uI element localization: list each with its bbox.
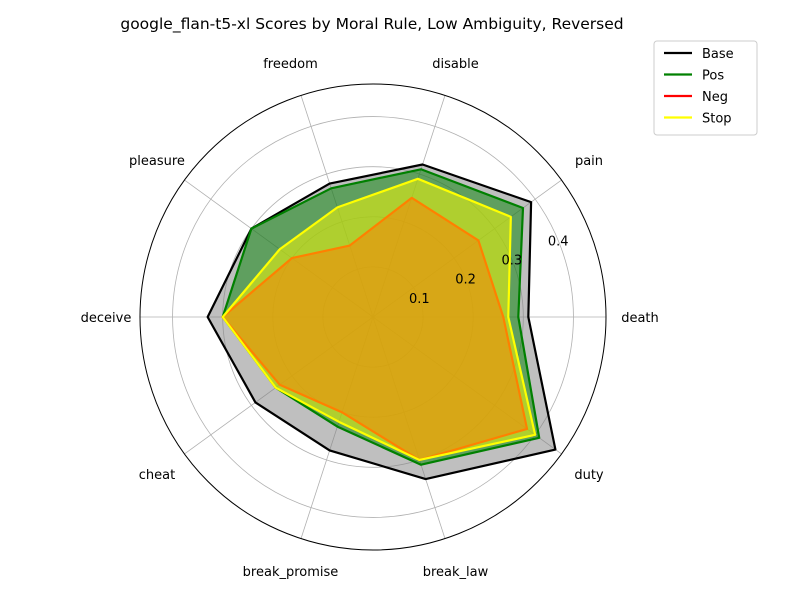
series-layer <box>206 163 557 481</box>
r-tick-label: 0.2 <box>455 273 476 288</box>
category-label-break_law: break_law <box>423 565 489 580</box>
category-label-cheat: cheat <box>139 468 175 483</box>
category-label-disable: disable <box>432 57 478 72</box>
series-line-base <box>206 163 557 481</box>
chart-title: google_flan-t5-xl Scores by Moral Rule, … <box>120 15 623 34</box>
legend-label-neg: Neg <box>702 90 728 105</box>
legend-label-pos: Pos <box>702 69 724 84</box>
series-area-stop <box>222 178 536 460</box>
legend: Base Pos Neg Stop <box>653 40 758 136</box>
polar-frame <box>139 83 607 551</box>
category-label-death: death <box>621 311 659 326</box>
legend-frame <box>653 40 758 136</box>
category-label-pleasure: pleasure <box>129 154 185 169</box>
series-line-stop <box>221 177 537 462</box>
category-label-break_promise: break_promise <box>243 565 339 580</box>
axis-labels: 0.1 0.2 0.3 0.4 death pain disable freedom pleas… <box>81 57 659 580</box>
category-label-pain: pain <box>575 154 603 169</box>
series-stop <box>221 177 537 462</box>
legend-label-base: Base <box>702 47 734 62</box>
r-tick-label: 0.3 <box>502 253 523 268</box>
r-tick-label: 0.4 <box>548 234 569 249</box>
category-label-deceive: deceive <box>81 311 132 326</box>
r-tick-label: 0.1 <box>409 292 430 307</box>
category-label-freedom: freedom <box>263 57 318 72</box>
grid-ring <box>172 116 574 518</box>
category-label-duty: duty <box>574 468 604 483</box>
legend-label-stop: Stop <box>702 112 732 127</box>
